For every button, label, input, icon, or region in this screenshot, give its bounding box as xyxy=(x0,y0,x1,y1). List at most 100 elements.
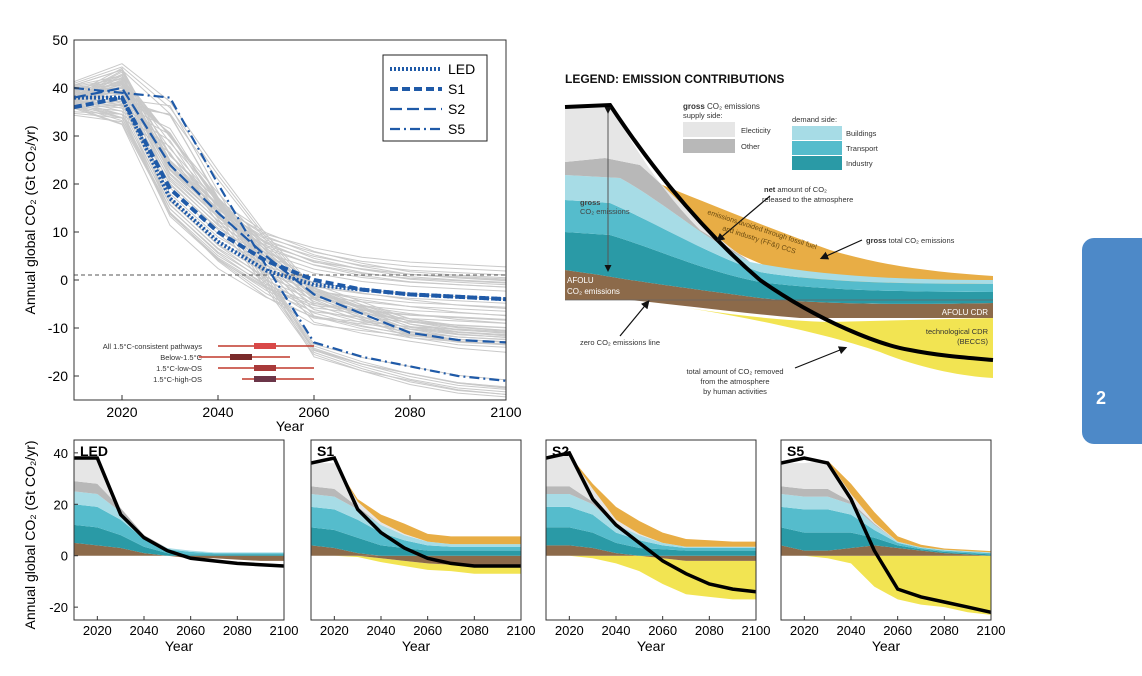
industry-swatch xyxy=(792,156,842,170)
panel-title: S5 xyxy=(787,443,804,459)
gross-emissions-text: gross xyxy=(580,198,600,207)
y-tick-label: -10 xyxy=(48,320,68,336)
panel-frame xyxy=(545,439,757,621)
x-tick-label: 2100 xyxy=(742,623,771,638)
chapter-number: 2 xyxy=(1095,388,1106,408)
area-electricity xyxy=(311,463,521,545)
x-tick-label: 2080 xyxy=(223,623,252,638)
inset-label: Below-1.5°C xyxy=(160,353,202,362)
legend-label-s1: S1 xyxy=(448,81,465,97)
x-tick-label: 2060 xyxy=(883,623,912,638)
gross-total-text: gross total CO₂ emissions xyxy=(866,236,955,245)
x-tick-label: 2020 xyxy=(555,623,584,638)
demand-side-label: demand side: xyxy=(792,115,837,124)
chapter-tab: 2 xyxy=(1082,238,1142,444)
panel-x-axis-label: Year xyxy=(637,638,666,654)
ensemble-line xyxy=(74,104,506,312)
top-y-axis-label: Annual global CO₂ (Gt CO₂/yr) xyxy=(22,125,38,314)
y-tick-label: -20 xyxy=(48,368,68,384)
panel-x-axis-label: Year xyxy=(872,638,901,654)
schematic-other-area xyxy=(565,158,750,262)
area-transport xyxy=(74,504,284,555)
removed-line1: total amount of CO₂ removed xyxy=(686,367,783,376)
y-tick-label: 40 xyxy=(52,80,68,96)
net-rest: amount of CO₂ xyxy=(777,185,827,194)
net-line xyxy=(74,456,284,568)
area-buildings xyxy=(311,494,521,547)
inset-label: 1.5°C-low-OS xyxy=(156,364,202,373)
y-tick-label: 40 xyxy=(54,446,68,461)
area-transport xyxy=(311,506,521,551)
area-afolu xyxy=(546,545,756,556)
panel-title: LED xyxy=(80,443,108,459)
panel-frame xyxy=(310,439,522,621)
ensemble-line xyxy=(74,102,506,398)
ensemble-line xyxy=(74,107,506,324)
x-tick-label: 2100 xyxy=(270,623,299,638)
net-line2: released to the atmosphere xyxy=(762,195,853,204)
x-tick-label: 2080 xyxy=(460,623,489,638)
buildings-label: Buildings xyxy=(846,129,877,138)
area-buildings xyxy=(781,494,991,554)
inset-iqr xyxy=(230,354,252,360)
y-tick-label: 0 xyxy=(61,549,68,564)
panel-frame xyxy=(780,439,992,621)
gross-total-arrow xyxy=(819,239,863,260)
transport-swatch xyxy=(792,141,842,155)
legend-label-led: LED xyxy=(448,61,475,77)
x-tick-label: 2060 xyxy=(298,404,329,420)
net-line xyxy=(311,455,521,568)
y-tick-label: 50 xyxy=(52,32,68,48)
afolu-cdr-label: AFOLU CDR xyxy=(942,308,988,317)
area-buildings xyxy=(74,491,284,554)
area-other xyxy=(546,486,756,547)
removed-arrow xyxy=(794,346,848,369)
area-industry xyxy=(546,527,756,556)
series-line-s5 xyxy=(74,86,506,382)
area-industry xyxy=(311,527,521,556)
gross-total-bold: gross xyxy=(866,236,886,245)
x-tick-label: 2080 xyxy=(695,623,724,638)
x-tick-label: 2020 xyxy=(83,623,112,638)
area-transport xyxy=(781,506,991,555)
series-line-s1 xyxy=(74,95,506,302)
net-line xyxy=(546,450,756,594)
removed-line3: by human activities xyxy=(703,387,767,396)
gross-emissions-bold: gross xyxy=(580,198,600,207)
area-afolu-cdr xyxy=(74,555,284,561)
x-tick-label: 2060 xyxy=(413,623,442,638)
gross-supply-label: gross CO₂ emissions xyxy=(683,102,760,111)
inset-iqr xyxy=(254,365,276,371)
series-line-s2 xyxy=(74,86,506,344)
electricity-swatch xyxy=(683,122,735,137)
removed-line2: from the atmosphere xyxy=(700,377,769,386)
area-afolu-cdr xyxy=(311,555,521,566)
area-electricity xyxy=(74,458,284,553)
y-tick-label: 20 xyxy=(52,176,68,192)
x-tick-label: 2040 xyxy=(367,623,396,638)
ensemble-line xyxy=(74,103,506,308)
x-tick-label: 2080 xyxy=(930,623,959,638)
series-line-led xyxy=(74,95,506,302)
zero-line-label: zero CO₂ emissions line xyxy=(580,338,660,347)
area-beccs xyxy=(546,555,756,600)
buildings-swatch xyxy=(792,126,842,140)
schematic-net-line xyxy=(564,102,994,362)
inset-iqr xyxy=(254,376,276,382)
electricity-label: Electicity xyxy=(741,126,771,135)
bottom-area-charts: LED 2020 2040 2060 2080 2100 Year 40 20 0 -20 S1 202… xyxy=(49,439,1005,654)
inset-iqr xyxy=(254,343,276,349)
transport-label: Transport xyxy=(846,144,879,153)
emission-contributions-schematic: LEGEND: EMISSION CONTRIBUTIONS gross CO₂… xyxy=(564,72,994,396)
panel-s5: S5 2020 2040 2060 2080 2100 Year xyxy=(780,439,1005,654)
y-tick-label: 10 xyxy=(52,224,68,240)
industry-label: Industry xyxy=(846,159,873,168)
x-tick-label: 2060 xyxy=(176,623,205,638)
area-afolu-cdr xyxy=(546,555,756,561)
x-tick-label: 2100 xyxy=(490,404,521,420)
ensemble-line xyxy=(74,90,506,353)
area-beccs xyxy=(311,555,521,574)
top-x-axis-label: Year xyxy=(276,418,305,434)
other-swatch xyxy=(683,139,735,153)
